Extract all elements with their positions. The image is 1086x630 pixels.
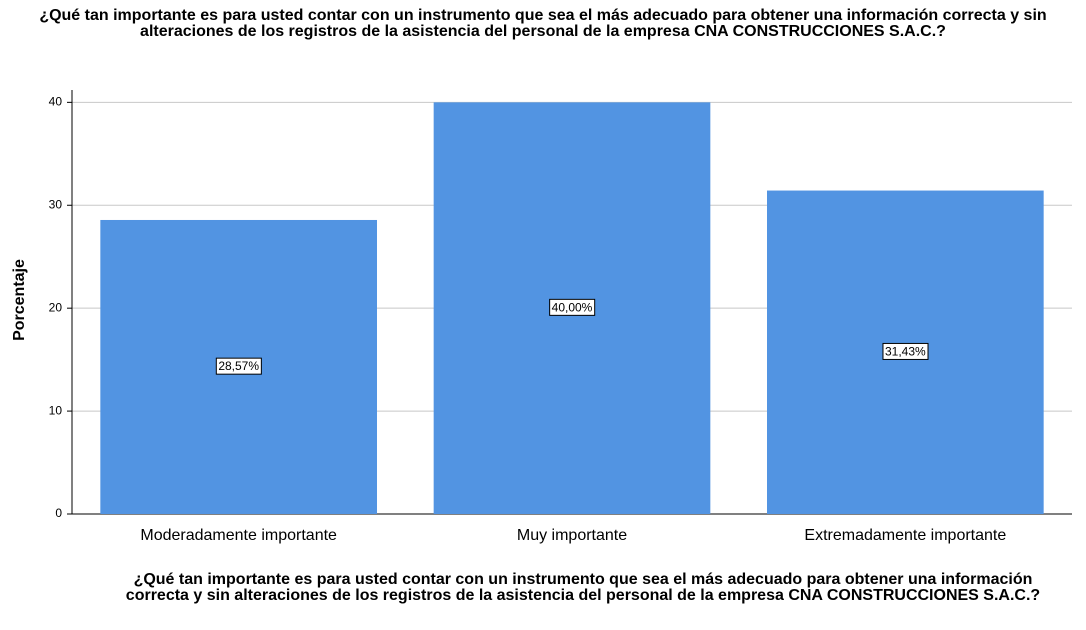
x-tick-label: Extremadamente importante [804, 527, 1006, 544]
y-tick-label: 0 [55, 506, 62, 520]
x-tick-label: Moderadamente importante [140, 527, 337, 544]
x-tick-label: Muy importante [517, 527, 627, 544]
value-label: 40,00% [552, 300, 593, 314]
y-axis-title: Porcentaje [11, 259, 28, 341]
value-label: 31,43% [885, 344, 926, 358]
chart-title: ¿Qué tan importante es para usted contar… [39, 7, 1047, 40]
value-label-box [549, 298, 596, 316]
value-label: 28,57% [218, 359, 259, 373]
value-label-box [882, 342, 929, 360]
y-tick-label: 30 [49, 197, 63, 211]
y-tick-label: 40 [49, 95, 63, 109]
x-axis-title: ¿Qué tan importante es para usted contar… [125, 571, 1041, 604]
y-tick-label: 10 [49, 403, 63, 417]
value-label-box [215, 357, 262, 375]
y-tick-label: 20 [49, 300, 63, 314]
